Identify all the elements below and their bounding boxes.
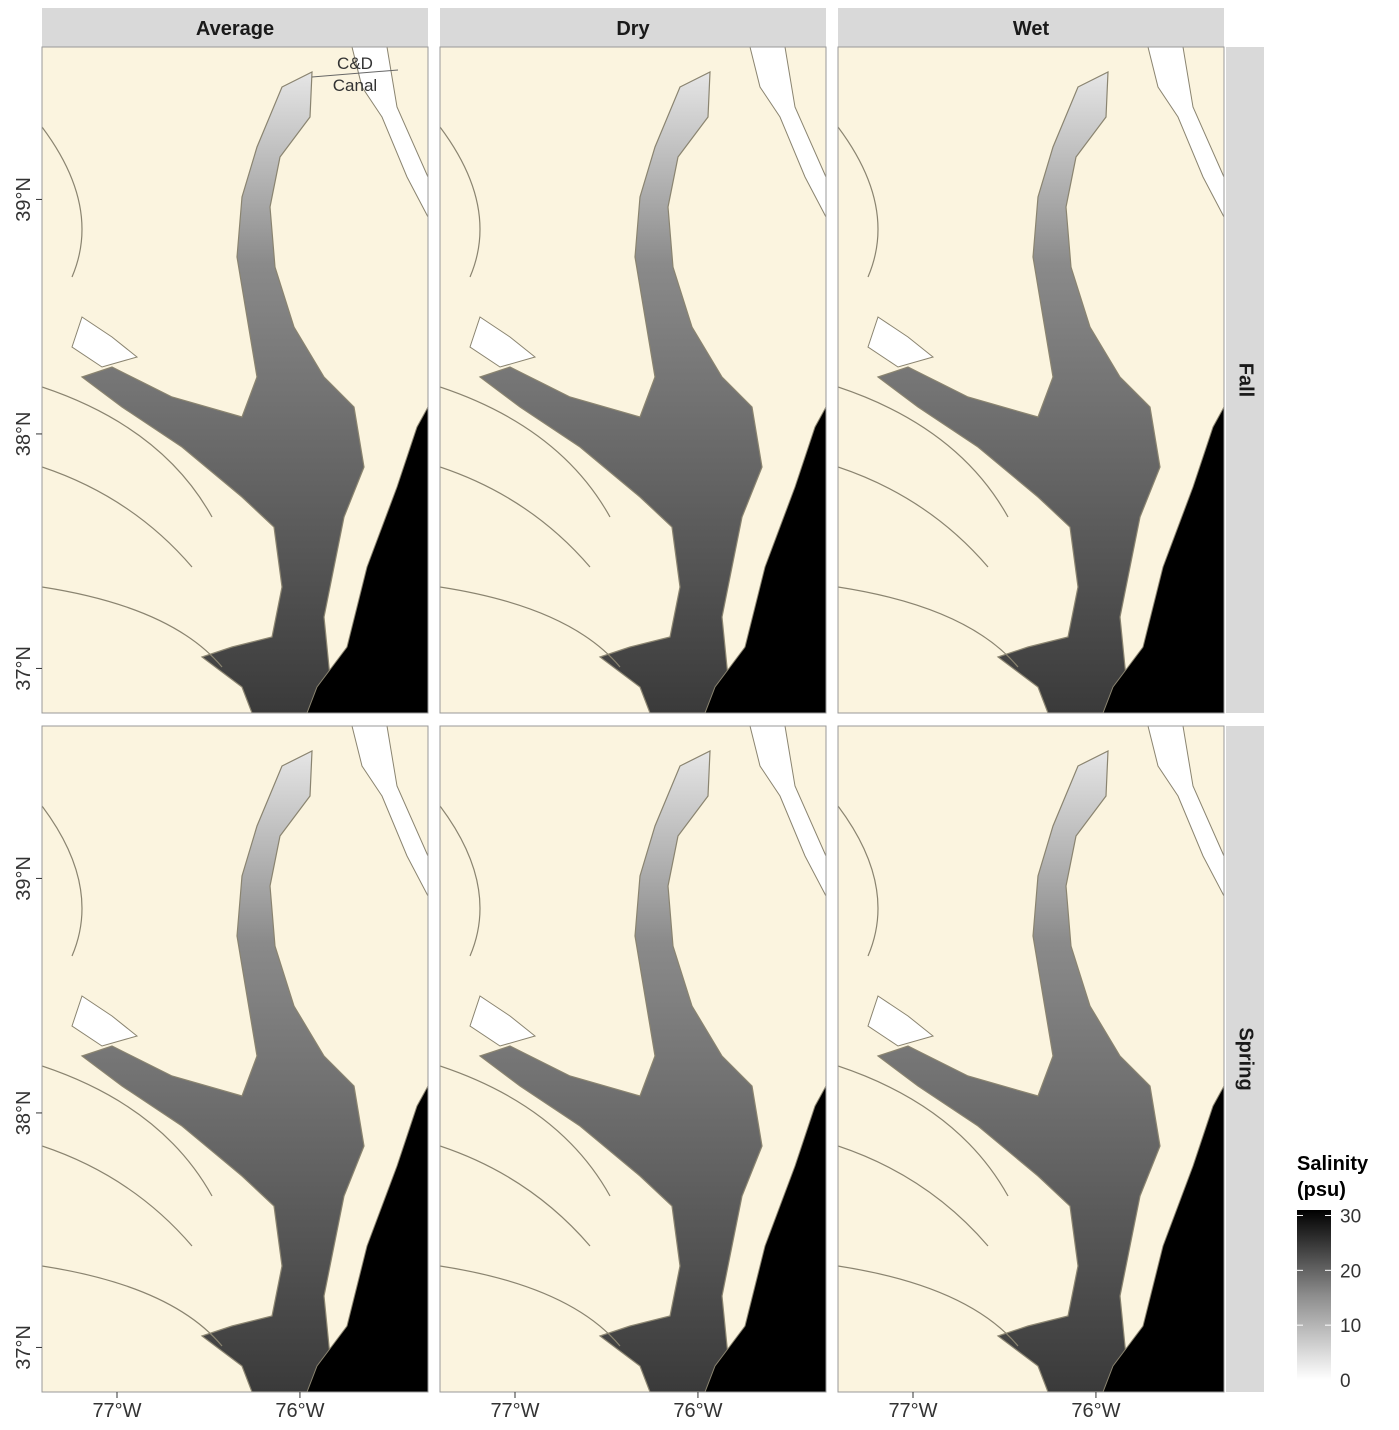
- column-label: Wet: [1013, 18, 1050, 40]
- y-tick-label: 37°N: [13, 646, 35, 691]
- figure: Average Dry Wet Fall 37°N 38°N 39°N Spring 37°N 3…: [0, 0, 1399, 1425]
- map-panel: [440, 726, 826, 1392]
- x-tick-label: 77°W: [888, 1400, 937, 1422]
- x-tick-label: 76°W: [1071, 1400, 1120, 1422]
- x-tick-label: 76°W: [275, 1400, 324, 1422]
- y-tick-label: 39°N: [13, 856, 35, 901]
- row-label: Spring: [1235, 1027, 1257, 1090]
- x-tick-label: 76°W: [673, 1400, 722, 1422]
- y-tick-label: 38°N: [13, 1091, 35, 1136]
- x-tick-label: 77°W: [92, 1400, 141, 1422]
- map-panel: [42, 47, 428, 713]
- annotation: C&D: [337, 54, 373, 73]
- map-panel: [838, 47, 1224, 713]
- legend-title: Salinity: [1297, 1153, 1369, 1175]
- row-label: Fall: [1235, 363, 1257, 397]
- legend-tick-label: 10: [1340, 1316, 1361, 1337]
- legend-title: (psu): [1297, 1179, 1346, 1201]
- y-tick-label: 39°N: [13, 177, 35, 222]
- map-panel: [42, 726, 428, 1392]
- x-tick-label: 77°W: [490, 1400, 539, 1422]
- annotation: Canal: [333, 76, 377, 95]
- colorbar: [1297, 1210, 1331, 1380]
- legend-tick-label: 20: [1340, 1261, 1361, 1282]
- y-tick-label: 37°N: [13, 1325, 35, 1370]
- legend-tick-label: 30: [1340, 1206, 1361, 1227]
- column-label: Average: [196, 18, 274, 40]
- y-tick-label: 38°N: [13, 412, 35, 457]
- legend-tick-label: 0: [1340, 1371, 1351, 1392]
- map-panel: [838, 726, 1224, 1392]
- map-panel: [440, 47, 826, 713]
- column-label: Dry: [616, 18, 650, 40]
